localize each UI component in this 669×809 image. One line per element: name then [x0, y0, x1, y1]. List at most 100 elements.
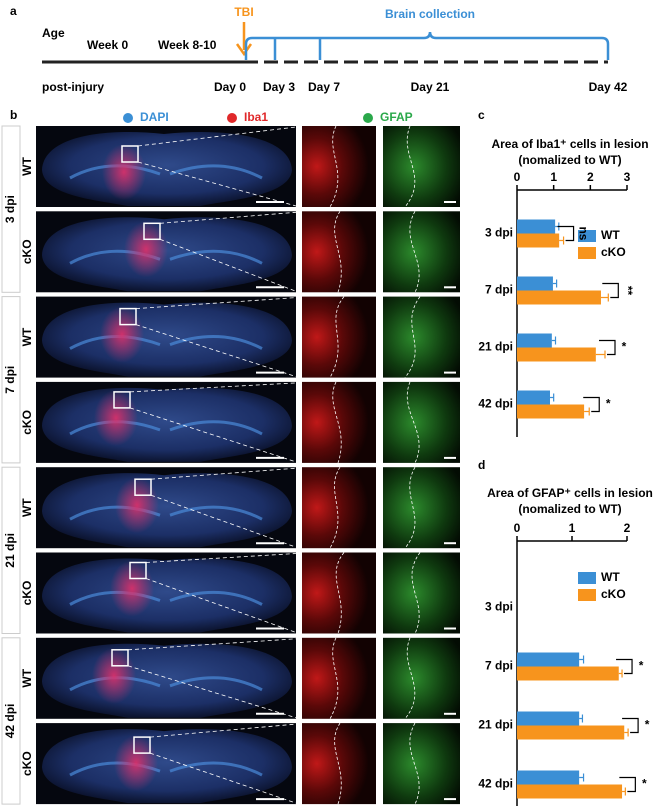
zoom-gfap — [383, 211, 460, 293]
zoom-box — [121, 145, 139, 163]
significance-label: * — [639, 659, 644, 673]
bar — [517, 784, 623, 799]
lesion — [115, 477, 159, 534]
lesion — [94, 389, 138, 446]
zoom-iba1 — [302, 126, 376, 207]
zoom-guide — [149, 752, 297, 804]
stain-label: GFAP — [380, 110, 413, 124]
lesion-border — [329, 637, 339, 719]
panel-label: b — [10, 108, 17, 122]
x-tick-label: 1 — [550, 170, 557, 184]
bar — [517, 290, 601, 305]
stain-dot — [227, 113, 237, 123]
error-bar — [595, 350, 606, 359]
y-tick-label: 3 dpi — [485, 600, 513, 614]
bar — [517, 333, 552, 348]
zoom-guide — [150, 467, 297, 480]
lesion-border — [329, 296, 345, 378]
bar — [517, 725, 625, 740]
zoom-guide — [159, 238, 297, 292]
bar — [517, 233, 560, 248]
zoom-iba1 — [302, 211, 376, 293]
error-bar — [579, 655, 585, 664]
y-tick-label: 3 dpi — [485, 226, 513, 240]
lesion-border — [332, 381, 342, 464]
genotype-label: cKO — [20, 581, 34, 606]
zoom-box — [133, 736, 151, 754]
genotype-label: WT — [20, 327, 34, 346]
chart-title: Area of GFAP⁺ cells in lesion — [487, 486, 653, 500]
error-bar — [584, 407, 590, 416]
zoom-iba1 — [302, 723, 376, 805]
chart-subtitle: (nomalized to WT) — [518, 502, 621, 516]
week-label: Week 0 — [87, 38, 128, 52]
tbi-label: TBI — [234, 5, 253, 19]
bar — [517, 652, 580, 667]
lesion-border — [335, 552, 345, 634]
error-bar — [559, 236, 565, 245]
bar — [517, 219, 556, 234]
zoom-gfap — [383, 467, 460, 549]
bar — [517, 390, 550, 405]
bar — [517, 770, 580, 785]
genotype-label: cKO — [20, 239, 34, 264]
error-bar — [552, 279, 558, 288]
lesion-border — [404, 467, 416, 549]
legend-swatch — [578, 589, 596, 601]
y-tick-label: 42 dpi — [478, 397, 513, 411]
brain-section — [42, 729, 292, 804]
stain-dot — [363, 113, 373, 123]
zoom-box — [119, 307, 137, 326]
brain-collection-label: Brain collection — [385, 7, 475, 21]
zoom-box — [143, 222, 161, 241]
y-tick-label: 7 dpi — [485, 659, 513, 673]
x-tick-label: 0 — [514, 521, 521, 535]
genotype-label: WT — [20, 668, 34, 687]
zoom-guide — [150, 494, 297, 548]
stain-dot — [123, 113, 133, 123]
legend-label: WT — [601, 570, 620, 584]
zoom-guide — [135, 324, 297, 377]
lesion-border — [334, 722, 342, 805]
zoom-gfap — [383, 126, 460, 207]
day-label: Day 0 — [214, 80, 246, 94]
lesion — [124, 221, 168, 278]
group-box — [1, 466, 21, 635]
x-tick-label: 0 — [514, 170, 521, 184]
lesion — [102, 144, 146, 200]
x-tick-label: 1 — [569, 521, 576, 535]
week-label: Week 8-10 — [158, 38, 217, 52]
group-box — [1, 296, 21, 464]
significance-label: * — [606, 397, 611, 411]
zoom-iba1 — [302, 381, 376, 463]
significance-label: * — [642, 777, 647, 791]
stain-label: Iba1 — [244, 110, 268, 124]
panel-label: a — [10, 4, 17, 18]
zoom-guide — [145, 578, 297, 633]
significance-label: * — [622, 340, 627, 354]
lesion — [100, 306, 144, 363]
error-bar — [618, 669, 623, 678]
brain-section — [42, 558, 292, 633]
y-tick-label: 7 dpi — [485, 283, 513, 297]
y-tick-label: 21 dpi — [478, 340, 513, 354]
lesion-border — [334, 211, 342, 293]
zoom-guide — [149, 723, 297, 738]
lesion — [110, 560, 154, 617]
significance-bracket — [622, 717, 639, 734]
panel-label: d — [478, 458, 485, 472]
error-bar — [579, 773, 585, 782]
group-label: 21 dpi — [3, 533, 17, 568]
day-label: Day 42 — [589, 80, 628, 94]
zoom-iba1 — [302, 296, 376, 378]
x-tick-label: 2 — [624, 521, 631, 535]
chart-subtitle: (nomalized to WT) — [518, 153, 621, 167]
brain-section — [42, 643, 292, 718]
zoom-iba1 — [302, 637, 376, 719]
lesion-border — [404, 125, 416, 208]
zoom-guide — [159, 211, 297, 224]
zoom-gfap — [383, 296, 460, 378]
legend-swatch — [578, 247, 596, 259]
genotype-label: WT — [20, 157, 34, 176]
